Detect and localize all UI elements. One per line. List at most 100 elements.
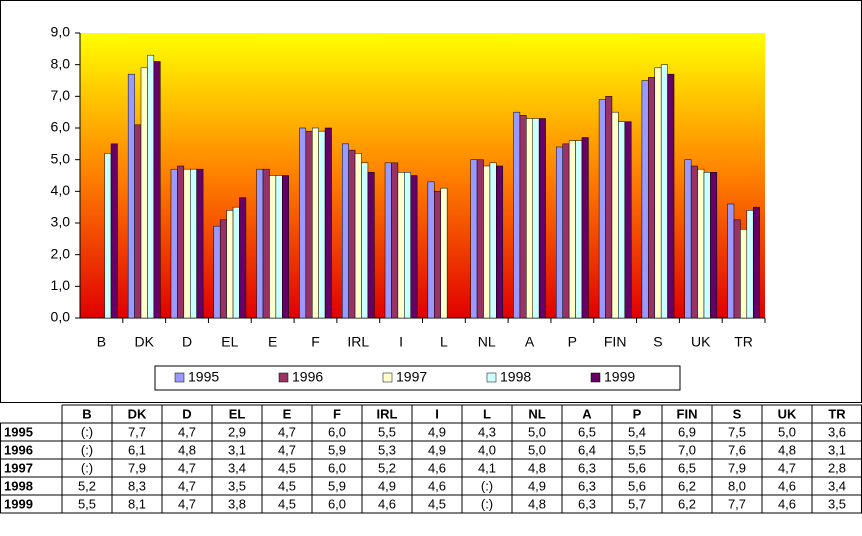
table-cell: 5,9 (328, 478, 346, 493)
table-cell: 7,7 (728, 496, 746, 511)
bar (397, 172, 405, 319)
bar (170, 168, 178, 319)
bar (354, 153, 362, 319)
table-cell: 4,7 (178, 460, 196, 475)
bar (532, 118, 540, 319)
table-header: L (483, 406, 491, 421)
table-header: DK (128, 406, 147, 421)
table-header: FIN (677, 406, 698, 421)
legend-swatch (278, 372, 289, 383)
bar (618, 121, 626, 319)
x-tick-label: D (182, 334, 192, 350)
y-tick-label: 9,0 (51, 24, 71, 40)
bar (470, 159, 478, 319)
bar (684, 159, 692, 319)
bar (740, 229, 748, 319)
table-header: I (435, 406, 439, 421)
bar (232, 206, 240, 319)
table-cell: 5,0 (528, 424, 546, 439)
bar (513, 111, 521, 319)
table-cell: 5,5 (378, 424, 396, 439)
legend-label: 1998 (500, 369, 531, 385)
table-cell: 4,3 (478, 424, 496, 439)
table-cell: 6,3 (578, 460, 596, 475)
bar (624, 121, 632, 319)
table-cell: 6,0 (328, 460, 346, 475)
x-tick-label: UK (691, 334, 711, 350)
table-cell: 4,7 (278, 424, 296, 439)
legend-swatch (486, 372, 497, 383)
table-cell: 5,7 (628, 496, 646, 511)
bar (476, 159, 484, 319)
bar (104, 153, 112, 319)
table-cell: 6,9 (678, 424, 696, 439)
table-cell: 4,6 (378, 496, 396, 511)
bar (562, 143, 570, 319)
bar (556, 146, 563, 319)
table-cell: 5,2 (78, 478, 96, 493)
table-header: S (733, 406, 742, 421)
bar (239, 197, 247, 319)
table-row-label: 1997 (4, 460, 33, 475)
bar (752, 206, 760, 319)
table-header: E (283, 406, 292, 421)
bar (305, 130, 313, 319)
table-cell: 3,1 (828, 442, 846, 457)
legend-swatch (382, 372, 393, 383)
bar (641, 80, 649, 319)
table-cell: 5,5 (628, 442, 646, 457)
bar (605, 96, 613, 319)
x-tick-label: E (268, 334, 277, 350)
bar (269, 175, 277, 319)
table-cell: 4,8 (778, 442, 796, 457)
table-header: UK (778, 406, 797, 421)
x-tick-label: EL (221, 334, 238, 350)
table-cell: (:) (81, 460, 93, 475)
bar (213, 225, 221, 319)
bar (483, 165, 491, 319)
bar (703, 172, 711, 319)
bar (581, 137, 589, 319)
bar (153, 61, 161, 319)
bar (648, 77, 656, 319)
bar (262, 168, 270, 319)
y-tick-label: 4,0 (51, 182, 71, 198)
x-tick-label: P (568, 334, 577, 350)
table-cell: 5,2 (378, 460, 396, 475)
table-header: P (633, 406, 642, 421)
bar (134, 124, 142, 319)
bar (384, 162, 392, 319)
table-cell: 5,9 (328, 442, 346, 457)
table-row-label: 1995 (4, 424, 33, 439)
bar (538, 118, 546, 319)
table-cell: 7,9 (128, 460, 146, 475)
table-cell: (:) (481, 478, 493, 493)
table-cell: 2,9 (228, 424, 246, 439)
table-cell: 8,3 (128, 478, 146, 493)
table-cell: 6,0 (328, 496, 346, 511)
bar (324, 127, 332, 319)
table-header: B (82, 406, 91, 421)
table-cell: 4,6 (428, 478, 446, 493)
table-cell: 4,9 (378, 478, 396, 493)
y-tick-label: 8,0 (51, 55, 71, 71)
bar (226, 210, 234, 319)
table-cell: 5,3 (378, 442, 396, 457)
x-tick-label: NL (478, 334, 496, 350)
table-cell: 5,6 (628, 478, 646, 493)
bar (746, 210, 754, 319)
x-tick-label: DK (134, 334, 154, 350)
bar (183, 168, 191, 319)
table-cell: 2,8 (828, 460, 846, 475)
y-tick-label: 0,0 (51, 309, 71, 325)
bar (575, 140, 583, 319)
bar (519, 115, 527, 319)
table-cell: 5,6 (628, 460, 646, 475)
legend-label: 1996 (292, 369, 323, 385)
legend-label: 1995 (188, 369, 219, 385)
table-cell: 4,5 (428, 496, 446, 511)
x-tick-label: I (399, 334, 403, 350)
bar (667, 73, 675, 319)
bar (196, 168, 204, 319)
table-cell: 4,5 (278, 460, 296, 475)
